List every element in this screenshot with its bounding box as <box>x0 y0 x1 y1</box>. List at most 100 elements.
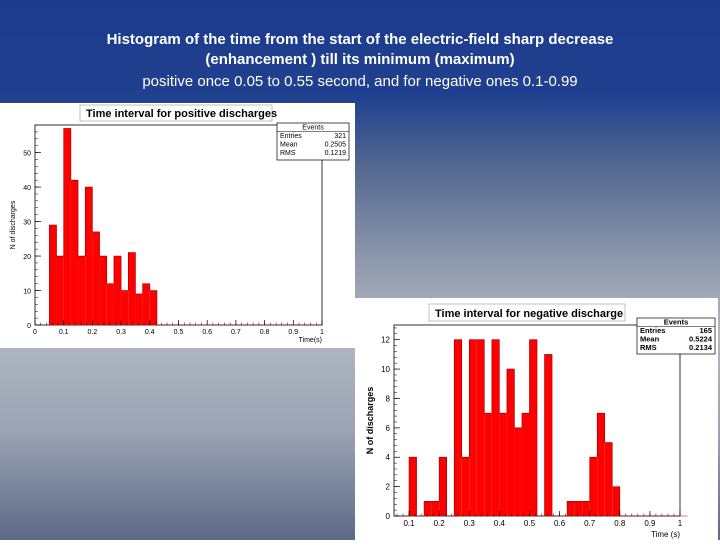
histogram-bar <box>85 187 93 325</box>
histogram-bar <box>567 501 575 516</box>
histogram-bar <box>544 354 553 516</box>
y-tick-label: 4 <box>386 453 391 462</box>
x-tick-label: 0.1 <box>403 519 415 528</box>
stats-box <box>636 317 716 355</box>
chart-title-box <box>428 303 626 322</box>
y-tick-label: 12 <box>381 336 390 345</box>
histogram-bar <box>78 256 86 325</box>
histogram-bar <box>63 128 71 325</box>
y-tick-label: 40 <box>23 185 31 192</box>
histogram-outline <box>401 339 688 517</box>
stats-value: 0.1219 <box>325 150 347 157</box>
stats-value: 321 <box>334 133 346 140</box>
histogram-bar <box>142 283 150 325</box>
stats-label: Mean <box>640 335 660 344</box>
histogram-outline <box>42 128 322 326</box>
histogram-bar <box>49 225 57 325</box>
histogram-bar <box>506 369 515 516</box>
x-tick-label: 0.8 <box>614 519 626 528</box>
histogram-bar <box>99 256 107 325</box>
chart-title: Time interval for positive discharges <box>86 108 277 120</box>
histogram-bar <box>56 256 64 325</box>
histogram-bar <box>521 413 530 516</box>
y-tick-label: 0 <box>27 323 31 330</box>
x-tick-label: 0.5 <box>524 519 536 528</box>
histogram-bar <box>128 252 136 325</box>
x-tick-label: 0.5 <box>174 329 184 336</box>
y-tick-label: 50 <box>23 151 31 158</box>
stats-header: Events <box>302 125 324 132</box>
histogram-bar <box>582 501 590 516</box>
histogram-bar <box>70 180 79 325</box>
x-tick-label: 0.4 <box>145 329 155 336</box>
x-tick-label: 0.9 <box>288 329 298 336</box>
stats-header: Events <box>664 318 689 327</box>
chart-title: Time interval for negative discharge <box>435 308 623 320</box>
x-tick-label: 1 <box>678 519 683 528</box>
histogram-bar <box>499 413 507 516</box>
histogram-bar <box>454 339 462 516</box>
stats-value: 0.2505 <box>325 142 347 149</box>
histogram-bar <box>589 457 598 516</box>
stats-label: Entries <box>280 133 302 140</box>
x-tick-label: 0.1 <box>59 329 69 336</box>
negative-histogram-panel: Time interval for negative discharge 0.1 0… <box>355 298 718 540</box>
x-axis-label: Time(s) <box>299 337 322 344</box>
histogram-bar <box>409 457 417 516</box>
x-tick-label: 0.6 <box>202 329 212 336</box>
x-tick-label: 0.4 <box>494 519 506 528</box>
histogram-bar <box>612 486 620 516</box>
x-tick-label: 0.3 <box>116 329 126 336</box>
histogram-bar <box>514 427 522 516</box>
histogram-bar <box>461 457 470 516</box>
y-tick-label: 2 <box>386 483 391 492</box>
y-tick-label: 10 <box>23 289 31 296</box>
x-tick-label: 0.7 <box>231 329 241 336</box>
x-tick-label: 0 <box>33 329 37 336</box>
y-tick-label: 8 <box>386 394 391 403</box>
positive-histogram-panel: Time interval for positive discharges 0 0.… <box>0 103 355 348</box>
histogram-bar <box>574 501 583 516</box>
histogram-bar <box>106 283 114 325</box>
histogram-bar <box>597 413 605 516</box>
y-tick-label: 10 <box>381 365 390 374</box>
y-tick-label: 20 <box>23 254 31 261</box>
histogram-bar <box>121 290 129 325</box>
x-tick-label: 0.2 <box>434 519 446 528</box>
histogram-bar <box>424 501 432 516</box>
slide-subtitle: positive once 0.05 to 0.55 second, and f… <box>142 73 578 90</box>
histogram-bar <box>529 339 537 516</box>
y-tick-label: 0 <box>386 512 391 521</box>
slide-title: Histogram of the time from the start of … <box>106 31 614 48</box>
x-tick-label: 0.6 <box>554 519 566 528</box>
stats-label: Mean <box>280 142 298 149</box>
stats-box <box>276 122 350 161</box>
histogram-bar <box>439 457 447 516</box>
stats-value: 0.5224 <box>689 335 713 344</box>
histogram-bar <box>113 256 122 325</box>
histogram-bar <box>92 231 100 325</box>
chart-title-box <box>79 104 273 122</box>
positive-histogram-chart: Time interval for positive discharges 0 0.… <box>10 104 350 344</box>
x-axis-label: Time (s) <box>651 530 680 539</box>
stats-label: RMS <box>280 150 296 157</box>
x-tick-label: 0.3 <box>464 519 476 528</box>
stats-value: 165 <box>699 326 712 335</box>
x-tick-label: 0.9 <box>644 519 656 528</box>
y-axis-label: N of discharges <box>10 200 17 249</box>
histogram-bar <box>149 290 157 325</box>
stats-label: RMS <box>640 343 657 352</box>
y-tick-label: 30 <box>23 220 31 227</box>
y-tick-label: 6 <box>386 424 391 433</box>
x-tick-label: 0.2 <box>88 329 98 336</box>
x-tick-label: 1 <box>320 329 324 336</box>
histogram-bar <box>135 293 143 325</box>
histogram-bar <box>491 339 500 516</box>
histogram-bar <box>484 413 492 516</box>
histogram-bar <box>604 442 613 516</box>
y-axis-label: N of discharges <box>365 387 375 455</box>
slide-title-line2: (enhancement ) till its minimum (maximum… <box>205 51 515 68</box>
x-tick-label: 0.8 <box>260 329 270 336</box>
negative-histogram-chart: Time interval for negative discharge 0.1 0… <box>365 303 716 539</box>
stats-label: Entries <box>640 326 665 335</box>
